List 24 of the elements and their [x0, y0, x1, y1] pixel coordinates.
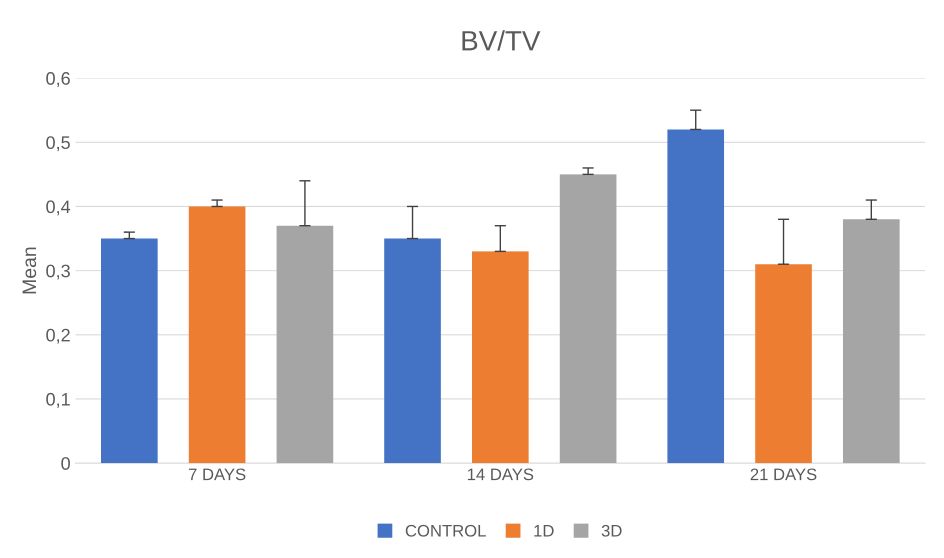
- y-tick-label: 0,6: [46, 72, 70, 87]
- x-tick-label: 21 DAYS: [750, 468, 816, 480]
- legend-label: CONTROL: [406, 524, 486, 537]
- bar: [384, 238, 441, 464]
- y-tick-label: 0,1: [46, 392, 70, 408]
- legend-label: 3D: [602, 524, 622, 537]
- x-tick-label: 7 DAYS: [188, 468, 246, 480]
- y-tick-label: 0,3: [46, 264, 70, 280]
- bar: [667, 129, 724, 464]
- y-tick-label: 0,2: [46, 328, 70, 344]
- legend-label: 1D: [534, 525, 554, 537]
- y-tick-label: 0,4: [46, 200, 70, 216]
- bar: [842, 219, 900, 464]
- bar: [276, 226, 334, 464]
- bar: [472, 251, 529, 464]
- bar: [755, 264, 812, 464]
- chart-title: BV/TV: [462, 30, 540, 51]
- y-tick-label: 0,5: [46, 136, 70, 152]
- bar: [560, 174, 616, 464]
- bar: [101, 238, 158, 464]
- y-tick-label: 0: [61, 457, 70, 470]
- y-axis-title: Mean: [22, 248, 36, 294]
- bar: [188, 206, 246, 464]
- x-tick-label: 14 DAYS: [468, 468, 534, 480]
